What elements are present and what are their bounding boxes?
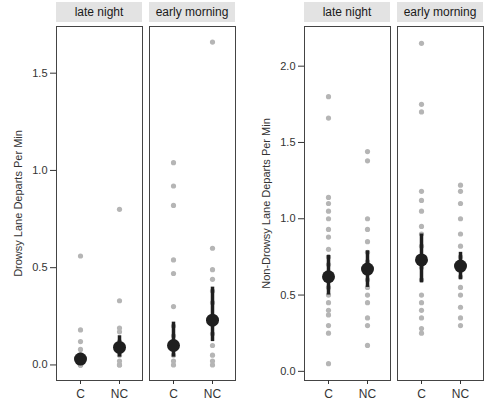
svg-text:C: C [169,387,178,401]
svg-text:1.5: 1.5 [280,136,295,148]
html-text:late night: late night [322,5,372,19]
svg-text:C: C [324,387,333,401]
html-text:early morning: early morning [403,5,477,19]
svg-text:0.5: 0.5 [32,261,47,273]
svg-text:1.0: 1.0 [32,164,47,176]
svg-text:0.0: 0.0 [32,358,47,370]
html-text:late night: late night [74,5,124,19]
svg-text:NC: NC [111,387,129,401]
svg-text:NC: NC [204,387,222,401]
svg-text:0.0: 0.0 [280,365,295,377]
svg-text:1.5: 1.5 [32,67,47,79]
svg-text:1.0: 1.0 [280,212,295,224]
svg-text:Drowsy Lane Departs Per Min: Drowsy Lane Departs Per Min [12,130,24,277]
svg-text:C: C [417,387,426,401]
svg-text:NC: NC [452,387,470,401]
svg-text:2.0: 2.0 [280,60,295,72]
svg-text:C: C [76,387,85,401]
html-text:early morning: early morning [155,5,229,19]
svg-text:Non-Drowsy Lane Departs Per Mi: Non-Drowsy Lane Departs Per Min [260,118,272,289]
svg-text:0.5: 0.5 [280,289,295,301]
svg-text:NC: NC [359,387,377,401]
